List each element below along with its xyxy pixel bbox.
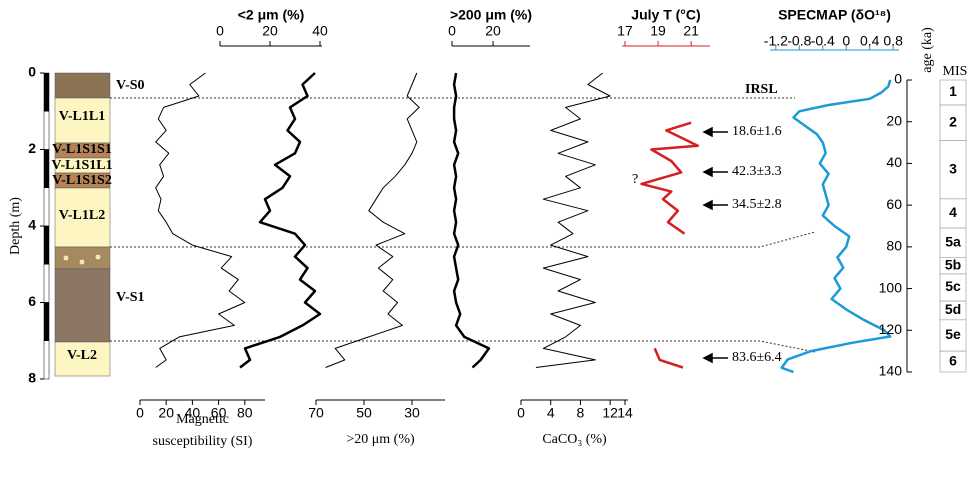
irsl-title: IRSL xyxy=(745,82,778,97)
profile-line xyxy=(155,72,246,368)
x-tick-label: 0 xyxy=(136,405,144,421)
mis-label: 2 xyxy=(949,113,957,129)
x-tick-label: 50 xyxy=(356,405,372,421)
profile-line xyxy=(535,72,611,368)
y-tick-label: 0 xyxy=(28,64,36,80)
mis-label: 5d xyxy=(945,301,961,317)
panel-title: <2 μm (%) xyxy=(238,7,305,23)
unit-label: V-S0 xyxy=(116,78,145,93)
x-tick-label: 14 xyxy=(617,405,633,421)
unit-label: V-L1S1S2 xyxy=(52,173,112,188)
x-tick-label: 4 xyxy=(547,405,555,421)
x-tick-label: 60 xyxy=(211,405,227,421)
mis-box xyxy=(939,319,967,352)
profile-line xyxy=(239,72,322,369)
y-tick-label: 80 xyxy=(886,238,902,254)
y-tick-label: 8 xyxy=(28,370,36,386)
mis-label: 6 xyxy=(949,352,957,368)
depth-bar xyxy=(43,187,50,227)
mis-label: 5b xyxy=(945,256,961,272)
x-tick-label: 0 xyxy=(216,23,224,39)
unit-label: V-L1S1S1 xyxy=(52,142,112,157)
mis-label: 1 xyxy=(949,83,957,99)
x-tick-label: 0 xyxy=(517,405,525,421)
y-tick-label: 100 xyxy=(879,279,903,295)
mis-label: 5e xyxy=(945,326,961,342)
annotation: ? xyxy=(632,172,638,187)
depth-bar xyxy=(43,264,50,303)
x-tick-label: 12 xyxy=(602,405,618,421)
mis-label: 4 xyxy=(949,204,957,220)
mis-label: 3 xyxy=(949,160,957,176)
x-axis-label: CaCO₃ (%) xyxy=(542,432,607,447)
depth-bar xyxy=(43,111,50,150)
panel-title: SPECMAP (δO¹⁸) xyxy=(778,7,891,23)
x-tick-label: 30 xyxy=(404,405,420,421)
profile-line xyxy=(780,79,892,374)
x-tick-label: 20 xyxy=(158,405,174,421)
panel-title: July T (°C) xyxy=(631,7,700,23)
unit-label: V-L1L2 xyxy=(59,208,105,223)
x-tick-label: 0.8 xyxy=(883,33,903,49)
mis-box xyxy=(939,350,967,373)
x-tick-label: 8 xyxy=(577,405,585,421)
unit-label: V-L2 xyxy=(67,348,97,363)
y-tick-label: 20 xyxy=(886,112,902,128)
y-axis-label: Depth (m) xyxy=(8,197,23,255)
x-axis-label: susceptibility (SI) xyxy=(153,434,253,449)
x-tick-label: 40 xyxy=(312,23,328,39)
x-tick-label: 40 xyxy=(185,405,201,421)
x-tick-label: -0.4 xyxy=(811,33,835,49)
x-tick-label: 20 xyxy=(485,23,501,39)
depth-bar xyxy=(43,225,50,265)
mis-box xyxy=(939,273,967,302)
y-tick-label: 6 xyxy=(28,293,36,309)
y-tick-label: 4 xyxy=(28,217,36,233)
unit-label: V-S1 xyxy=(116,290,145,305)
panel-title: >200 μm (%) xyxy=(450,7,532,23)
mis-title: MIS xyxy=(943,64,968,79)
x-tick-label: -1.2 xyxy=(764,33,788,49)
mis-box xyxy=(939,104,967,141)
dotted-lines xyxy=(110,97,816,353)
mis-label: 5a xyxy=(945,233,961,249)
column xyxy=(54,72,111,377)
x-axis-label: >20 μm (%) xyxy=(346,432,415,447)
depth-bar xyxy=(43,302,50,341)
profile-line xyxy=(325,72,420,368)
y-tick-label: 60 xyxy=(886,196,902,212)
depth-bar xyxy=(43,340,50,380)
depth-bar xyxy=(43,72,50,112)
depth-bar xyxy=(43,149,50,188)
x-tick-label: 0 xyxy=(842,33,850,49)
unit-label: V-L1S1L1 xyxy=(51,158,112,173)
profile-line xyxy=(640,121,700,369)
y-axis-label: age (ka) xyxy=(920,27,935,73)
irsl-age: 83.6±6.4 xyxy=(732,350,782,365)
x-tick-label: 0.4 xyxy=(860,33,880,49)
x-tick-label: 80 xyxy=(237,405,253,421)
x-tick-label: 21 xyxy=(683,23,699,39)
x-tick-label: -0.8 xyxy=(787,33,811,49)
x-axis-label: Magnetic xyxy=(176,412,229,427)
y-tick-label: 140 xyxy=(879,363,903,379)
y-tick-label: 120 xyxy=(879,321,903,337)
irsl-age: 42.3±3.3 xyxy=(732,164,782,179)
mis-label: 5c xyxy=(945,278,961,294)
arrows xyxy=(702,126,728,364)
unit-label: V-L1L1 xyxy=(59,109,105,124)
x-tick-label: 17 xyxy=(617,23,633,39)
profile-line xyxy=(452,72,491,369)
x-tick-label: 20 xyxy=(262,23,278,39)
x-tick-label: 0 xyxy=(448,23,456,39)
x-tick-label: 19 xyxy=(650,23,666,39)
y-tick-label: 0 xyxy=(894,71,902,87)
y-tick-label: 40 xyxy=(886,154,902,170)
irsl-age: 34.5±2.8 xyxy=(732,197,782,212)
x-tick-label: 70 xyxy=(308,405,324,421)
y-tick-label: 2 xyxy=(28,140,36,156)
irsl-age: 18.6±1.6 xyxy=(732,124,782,139)
